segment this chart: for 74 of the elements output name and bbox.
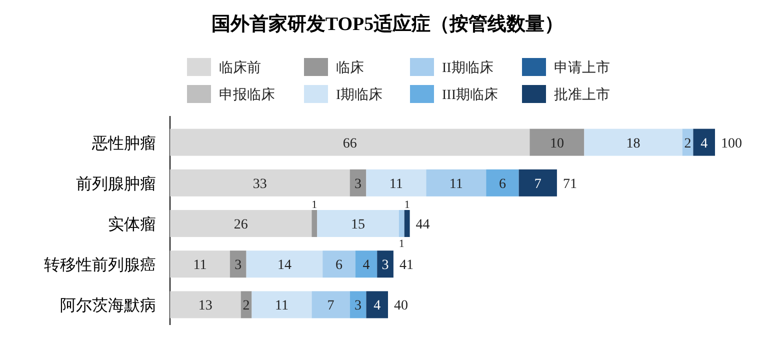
data-label: 7 bbox=[327, 298, 334, 314]
data-label: 1 bbox=[404, 199, 410, 211]
bar bbox=[322, 250, 356, 278]
data-label: 7 bbox=[534, 176, 542, 192]
data-label: 14 bbox=[277, 258, 292, 274]
data-label: 11 bbox=[193, 258, 207, 274]
bar bbox=[252, 291, 312, 318]
bar bbox=[426, 169, 486, 196]
bar bbox=[170, 210, 312, 237]
bar bbox=[350, 291, 366, 318]
data-label: 11 bbox=[274, 298, 288, 314]
y-tick-label: 前列腺肿瘤 bbox=[76, 174, 156, 193]
bar bbox=[170, 250, 230, 278]
y-tick-label: 转移性前列腺癌 bbox=[44, 256, 156, 274]
bar bbox=[366, 291, 388, 318]
bar bbox=[377, 250, 394, 278]
data-label: 3 bbox=[354, 298, 362, 314]
data-label: 26 bbox=[234, 218, 248, 232]
data-label: 11 bbox=[449, 176, 463, 192]
bar bbox=[530, 128, 584, 156]
data-label: 18 bbox=[626, 136, 640, 152]
bar bbox=[355, 250, 378, 278]
bar bbox=[404, 210, 410, 237]
legend-label: 申请上市 bbox=[554, 60, 610, 76]
bar bbox=[246, 250, 323, 278]
bar bbox=[170, 291, 241, 318]
legend-label: II期临床 bbox=[442, 60, 494, 76]
chart-title: 国外首家研发TOP5适应症（按管线数量） bbox=[211, 13, 564, 35]
bar bbox=[230, 250, 246, 278]
bar bbox=[170, 169, 350, 196]
data-label: 33 bbox=[252, 176, 267, 192]
legend-label: 申报临床 bbox=[219, 87, 275, 103]
data-label: 66 bbox=[342, 136, 357, 152]
data-label: 13 bbox=[198, 298, 212, 314]
legend-label: 临床前 bbox=[219, 60, 261, 76]
data-label: 6 bbox=[335, 258, 342, 274]
bar bbox=[317, 210, 399, 237]
legend-label: I期临床 bbox=[336, 87, 383, 103]
legend-label: 临床 bbox=[336, 60, 364, 76]
total-label: 44 bbox=[416, 218, 430, 232]
total-label: 40 bbox=[394, 298, 408, 314]
data-label: 2 bbox=[242, 298, 250, 314]
data-label: 1 bbox=[312, 199, 318, 211]
bar bbox=[170, 128, 530, 156]
data-label: 4 bbox=[362, 258, 370, 274]
data-label: 4 bbox=[700, 136, 708, 152]
bar bbox=[240, 291, 252, 318]
y-tick-label: 阿尔茨海默病 bbox=[60, 296, 156, 315]
bar bbox=[486, 169, 519, 196]
bar bbox=[584, 128, 682, 156]
bar bbox=[518, 169, 557, 196]
total-label: 41 bbox=[399, 258, 414, 274]
data-label: 11 bbox=[389, 176, 403, 192]
legend-label: III期临床 bbox=[442, 87, 498, 103]
bar bbox=[312, 210, 318, 237]
data-label: 15 bbox=[351, 218, 366, 232]
total-label: 100 bbox=[721, 136, 742, 152]
data-label: 2 bbox=[684, 136, 692, 152]
y-tick-label: 实体瘤 bbox=[108, 216, 156, 234]
data-label: 4 bbox=[374, 298, 381, 314]
data-label: 1 bbox=[398, 238, 404, 250]
data-label: 3 bbox=[382, 258, 389, 274]
bar bbox=[398, 210, 404, 237]
legend-label: 批准上市 bbox=[554, 87, 610, 103]
data-label: 3 bbox=[234, 258, 242, 274]
data-label: 10 bbox=[550, 136, 564, 152]
bar bbox=[312, 291, 350, 318]
bar bbox=[366, 169, 426, 196]
data-label: 3 bbox=[354, 176, 362, 192]
bar bbox=[350, 169, 366, 196]
y-tick-label: 恶性肿瘤 bbox=[91, 134, 156, 152]
bar bbox=[693, 128, 715, 156]
total-label: 71 bbox=[562, 176, 577, 192]
data-label: 6 bbox=[498, 176, 506, 192]
